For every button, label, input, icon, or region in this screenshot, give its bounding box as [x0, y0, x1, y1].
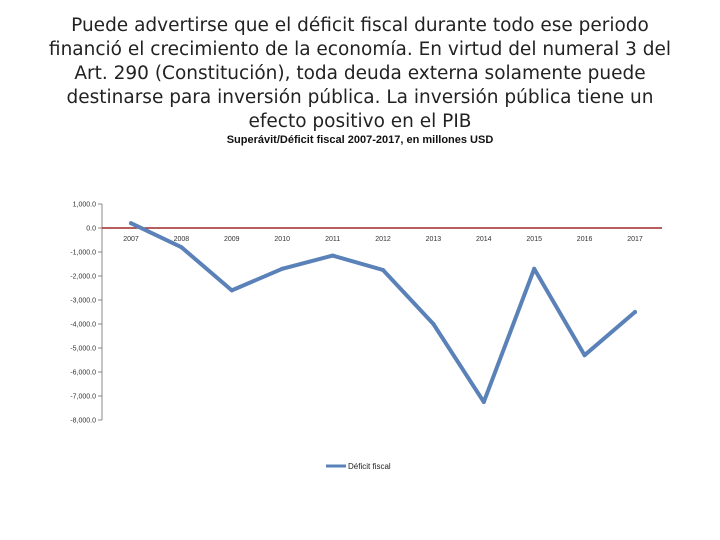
data-point [381, 268, 385, 272]
x-tick-label: 2012 [375, 236, 391, 243]
legend: Déficit fiscal [326, 462, 391, 471]
series-layer [129, 221, 637, 404]
x-tick-label: 2011 [325, 236, 340, 243]
data-point [431, 322, 436, 326]
y-tick-label: -4,000.0 [70, 322, 96, 329]
y-tick-label: -2,000.0 [70, 274, 96, 281]
y-tick-label: -3,000.0 [70, 298, 96, 305]
x-tick-label: 2013 [426, 236, 442, 243]
data-point [532, 266, 537, 271]
data-point [330, 253, 335, 258]
series-line [129, 221, 637, 404]
x-tick-label: 2009 [224, 236, 240, 243]
y-tick-label: 0.0 [86, 226, 96, 233]
legend-label: Déficit fiscal [348, 462, 391, 471]
y-tick-label: -7,000.0 [70, 394, 96, 401]
data-point [633, 310, 637, 314]
data-point [179, 245, 184, 250]
x-tick-label: 2010 [274, 236, 290, 243]
data-point [582, 353, 587, 358]
y-tick-label: -6,000.0 [70, 370, 96, 377]
data-point [229, 288, 234, 293]
x-tick-label: 2014 [476, 236, 492, 243]
data-point [481, 400, 486, 404]
x-tick-labels: 2007 2008 2009 2010 2011 2012 2013 2014 2015 2016… [123, 236, 643, 243]
x-tick-label: 2008 [174, 236, 190, 243]
x-tick-label: 2017 [627, 236, 643, 243]
y-tick-label: -8,000.0 [70, 418, 96, 425]
y-tick-label: -5,000.0 [70, 346, 96, 353]
data-point [280, 266, 285, 271]
y-tick-label: -1,000.0 [70, 250, 96, 257]
chart-title: Superávit/Déficit fiscal 2007-2017, en m… [226, 134, 494, 146]
data-point [129, 221, 133, 226]
x-tick-label: 2007 [123, 236, 139, 243]
y-tick-label: 1,000.0 [73, 202, 96, 209]
x-tick-label: 2016 [577, 236, 593, 243]
y-axis: 1,000.0 0.0 -1,000.0 -2,000.0 -3,000.0 -4,000… [70, 202, 103, 425]
headline-text: Puede advertirse que el déficit fiscal d… [48, 15, 672, 132]
x-tick-label: 2015 [526, 236, 542, 243]
